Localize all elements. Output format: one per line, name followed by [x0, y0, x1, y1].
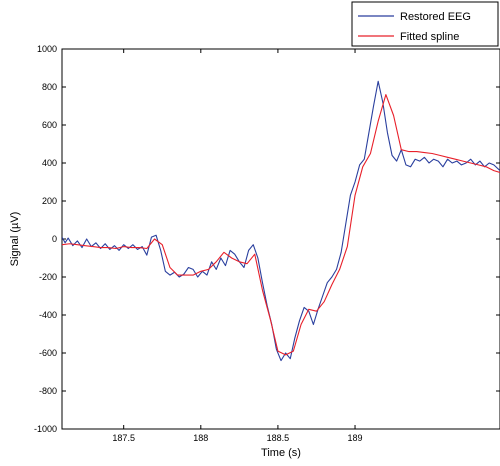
x-axis-label: Time (s)	[261, 447, 301, 459]
y-tick-label: -200	[39, 272, 57, 282]
x-tick-label: 188.5	[267, 433, 290, 443]
y-tick-label: -600	[39, 348, 57, 358]
y-tick-label: 200	[42, 196, 57, 206]
y-tick-label: -1000	[34, 424, 57, 434]
y-tick-label: -800	[39, 386, 57, 396]
legend-label-fitted-spline: Fitted spline	[400, 31, 459, 43]
y-tick-label: 400	[42, 158, 57, 168]
legend-box	[351, 1, 499, 47]
x-axis: 187.5 188 188.5 189	[112, 49, 363, 443]
legend-label-restored-eeg: Restored EEG	[400, 11, 471, 23]
y-tick-label: 800	[42, 82, 57, 92]
series-line-restored-eeg	[62, 80, 500, 362]
x-tick-label: 188	[193, 433, 208, 443]
plot-area	[61, 48, 500, 430]
y-tick-label: -400	[39, 310, 57, 320]
x-tick-label: 187.5	[112, 433, 135, 443]
legend: Restored EEG Fitted spline	[351, 1, 499, 47]
y-tick-label: 1000	[37, 44, 57, 54]
y-tick-label: 0	[52, 234, 57, 244]
series-layer	[62, 80, 500, 362]
y-axis-label: Signal (µV)	[9, 212, 21, 267]
y-tick-label: 600	[42, 120, 57, 130]
series-line-fitted-spline	[62, 94, 500, 356]
y-axis: -1000 -800 -600 -400 -200 0 200 400 600 800 1000	[34, 44, 500, 434]
x-tick-label: 189	[348, 433, 363, 443]
